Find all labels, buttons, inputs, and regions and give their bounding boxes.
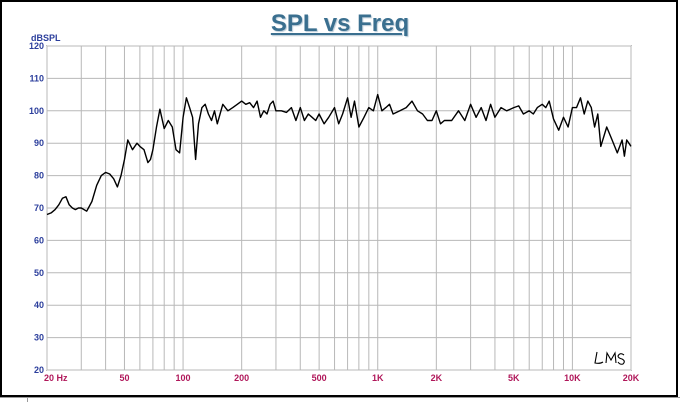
y-tick-labels: 20 30 40 50 60 70 80 90 100 110 120	[29, 41, 44, 375]
x-tick-label: 50	[119, 373, 129, 383]
y-tick-label: 90	[34, 138, 44, 148]
bottom-strip	[0, 397, 680, 402]
x-tick-label: 20K	[623, 373, 640, 383]
x-tick-label: 200	[234, 373, 249, 383]
y-tick-label: 110	[29, 73, 44, 83]
y-tick-label: 40	[34, 300, 44, 310]
y-tick-label: 50	[34, 268, 44, 278]
y-tick-label: 120	[29, 41, 44, 51]
y-tick-label: 100	[29, 106, 44, 116]
y-tick-label: 80	[34, 171, 44, 181]
x-tick-label: 10K	[564, 373, 581, 383]
x-tick-label: 500	[312, 373, 327, 383]
y-tick-label: 70	[34, 203, 44, 213]
x-tick-label: 5K	[508, 373, 520, 383]
y-tick-label: 30	[34, 333, 44, 343]
x-tick-label: 1K	[372, 373, 384, 383]
horizontal-grid	[47, 45, 631, 371]
signature-logo	[594, 351, 625, 365]
y-tick-label: 60	[34, 235, 44, 245]
y-tick-label: 20	[34, 365, 44, 375]
x-tick-label: 2K	[431, 373, 443, 383]
x-tick-label: 100	[176, 373, 191, 383]
vertical-grid	[46, 46, 632, 370]
x-tick-labels: 20 Hz 50 100 200 500 1K 2K 5K 10K 20K	[44, 373, 640, 383]
y-axis-unit: dBSPL	[31, 33, 61, 43]
x-tick-label: 20 Hz	[44, 373, 68, 383]
chart-title: SPL vs Freq	[270, 10, 410, 37]
spl-curve	[46, 93, 632, 216]
